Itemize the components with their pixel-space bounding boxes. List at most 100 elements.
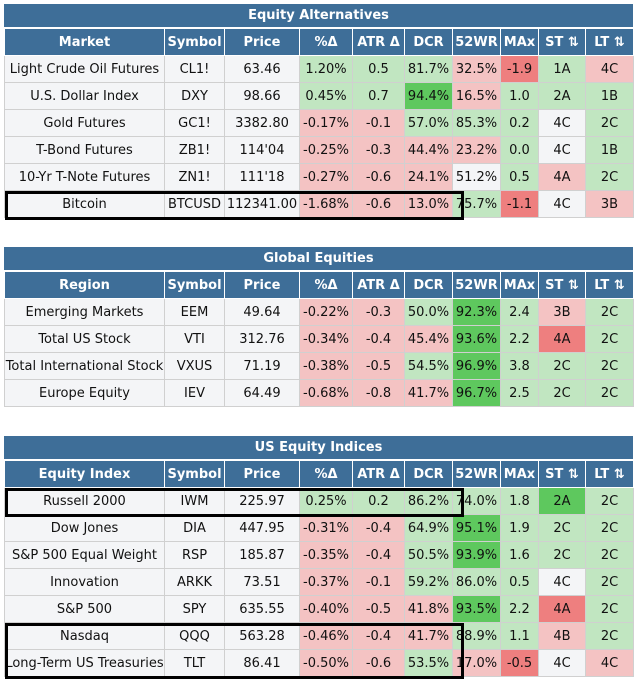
cell-max: -0.5 <box>500 649 539 677</box>
us-equity-indices-section: US Equity Indices Equity Index Symbol Pric… <box>4 436 634 677</box>
cell-st: 4C <box>538 136 586 164</box>
cell-52wr: 93.6% <box>452 325 501 353</box>
equity-alternatives-section: Equity Alternatives Market Symbol Price %Δ A… <box>4 4 634 218</box>
cell-price: 49.64 <box>224 298 300 326</box>
cell-price: 312.76 <box>224 325 300 353</box>
cell-st: 3B <box>538 298 586 326</box>
cell-price: 447.95 <box>224 514 300 542</box>
cell-dcr: 24.1% <box>404 163 453 191</box>
cell-lt: 4C <box>585 649 634 677</box>
cell-dcr: 50.5% <box>404 541 453 569</box>
column-header-name: Equity Index <box>4 460 165 488</box>
table-row: Innovation ARKK 73.51 -0.37% -0.1 59.2% 86.0% 0… <box>4 568 634 596</box>
column-header-pct-change: %Δ <box>299 460 353 488</box>
column-header-lt: LT ⇅ <box>585 28 634 56</box>
cell-atr-change: -0.6 <box>352 163 405 191</box>
cell-name: Total International Stock <box>4 352 165 380</box>
cell-pct-change: -0.31% <box>299 514 353 542</box>
cell-atr-change: 0.5 <box>352 55 405 83</box>
global-equities-table: Region Symbol Price %Δ ATR Δ DCR 52WR MAx ST ⇅ LT… <box>4 271 634 407</box>
column-header-atr-change: ATR Δ <box>352 28 405 56</box>
cell-symbol: DIA <box>164 514 225 542</box>
cell-dcr: 41.7% <box>404 379 453 407</box>
cell-symbol: VTI <box>164 325 225 353</box>
cell-symbol: VXUS <box>164 352 225 380</box>
cell-52wr: 74.0% <box>452 487 501 515</box>
column-header-pct-change: %Δ <box>299 271 353 299</box>
cell-st: 4C <box>538 109 586 137</box>
table-row: S&P 500 SPY 635.55 -0.40% -0.5 41.8% 93.5% 2.2 4… <box>4 595 634 623</box>
cell-atr-change: -0.6 <box>352 190 405 218</box>
cell-max: 2.4 <box>500 298 539 326</box>
table-row: Light Crude Oil Futures CL1! 63.46 1.20% 0.5… <box>4 55 634 83</box>
cell-dcr: 86.2% <box>404 487 453 515</box>
column-header-st: ST ⇅ <box>538 28 586 56</box>
cell-symbol: DXY <box>164 82 225 110</box>
column-header-max: MAx <box>500 271 539 299</box>
cell-st: 2A <box>538 82 586 110</box>
column-header-symbol: Symbol <box>164 28 225 56</box>
cell-52wr: 95.1% <box>452 514 501 542</box>
cell-lt: 2C <box>585 109 634 137</box>
column-header-name: Region <box>4 271 165 299</box>
column-header-52wr: 52WR <box>452 28 501 56</box>
column-header-dcr: DCR <box>404 271 453 299</box>
cell-atr-change: -0.1 <box>352 568 405 596</box>
column-header-atr-change: ATR Δ <box>352 460 405 488</box>
cell-name: Bitcoin <box>4 190 165 218</box>
cell-price: 63.46 <box>224 55 300 83</box>
cell-dcr: 94.4% <box>404 82 453 110</box>
cell-symbol: CL1! <box>164 55 225 83</box>
cell-price: 111'18 <box>224 163 300 191</box>
cell-st: 2C <box>538 352 586 380</box>
cell-st: 4A <box>538 163 586 191</box>
cell-dcr: 81.7% <box>404 55 453 83</box>
highlight-frame-bitcoin <box>5 191 464 220</box>
table-row: Europe Equity IEV 64.49 -0.68% -0.8 41.7% 96.7… <box>4 379 634 407</box>
cell-52wr: 16.5% <box>452 82 501 110</box>
table-row: Long-Term US Treasuries TLT 86.41 -0.50% -0.… <box>4 649 634 677</box>
cell-lt: 2C <box>585 352 634 380</box>
cell-pct-change: -0.38% <box>299 352 353 380</box>
cell-lt: 2C <box>585 514 634 542</box>
cell-dcr: 57.0% <box>404 109 453 137</box>
cell-atr-change: -0.1 <box>352 109 405 137</box>
cell-lt: 2C <box>585 379 634 407</box>
cell-52wr: 75.7% <box>452 190 501 218</box>
cell-pct-change: -0.25% <box>299 136 353 164</box>
cell-atr-change: -0.3 <box>352 298 405 326</box>
cell-dcr: 41.8% <box>404 595 453 623</box>
cell-lt: 2C <box>585 541 634 569</box>
cell-lt: 2C <box>585 568 634 596</box>
table-row: U.S. Dollar Index DXY 98.66 0.45% 0.7 94.4% 16… <box>4 82 634 110</box>
cell-pct-change: -0.27% <box>299 163 353 191</box>
cell-pct-change: -0.68% <box>299 379 353 407</box>
cell-52wr: 93.9% <box>452 541 501 569</box>
cell-lt: 1B <box>585 136 634 164</box>
cell-price: 3382.80 <box>224 109 300 137</box>
cell-52wr: 92.3% <box>452 298 501 326</box>
us-equity-indices-table: Equity Index Symbol Price %Δ ATR Δ DCR 52WR MAx… <box>4 460 634 677</box>
cell-symbol: ZN1! <box>164 163 225 191</box>
cell-52wr: 23.2% <box>452 136 501 164</box>
cell-price: 185.87 <box>224 541 300 569</box>
cell-pct-change: 0.45% <box>299 82 353 110</box>
table-row: Nasdaq QQQ 563.28 -0.46% -0.4 41.7% 88.9% 1.1 4B… <box>4 622 634 650</box>
cell-symbol: GC1! <box>164 109 225 137</box>
cell-52wr: 86.0% <box>452 568 501 596</box>
cell-name: Light Crude Oil Futures <box>4 55 165 83</box>
cell-st: 4C <box>538 649 586 677</box>
cell-max: 1.8 <box>500 487 539 515</box>
cell-max: 2.2 <box>500 325 539 353</box>
cell-pct-change: -0.50% <box>299 649 353 677</box>
cell-price: 73.51 <box>224 568 300 596</box>
cell-price: 64.49 <box>224 379 300 407</box>
column-header-lt: LT ⇅ <box>585 460 634 488</box>
column-header-52wr: 52WR <box>452 460 501 488</box>
cell-atr-change: -0.4 <box>352 514 405 542</box>
cell-pct-change: -0.17% <box>299 109 353 137</box>
cell-dcr: 59.2% <box>404 568 453 596</box>
cell-max: -1.9 <box>500 55 539 83</box>
cell-52wr: 32.5% <box>452 55 501 83</box>
cell-lt: 2C <box>585 595 634 623</box>
